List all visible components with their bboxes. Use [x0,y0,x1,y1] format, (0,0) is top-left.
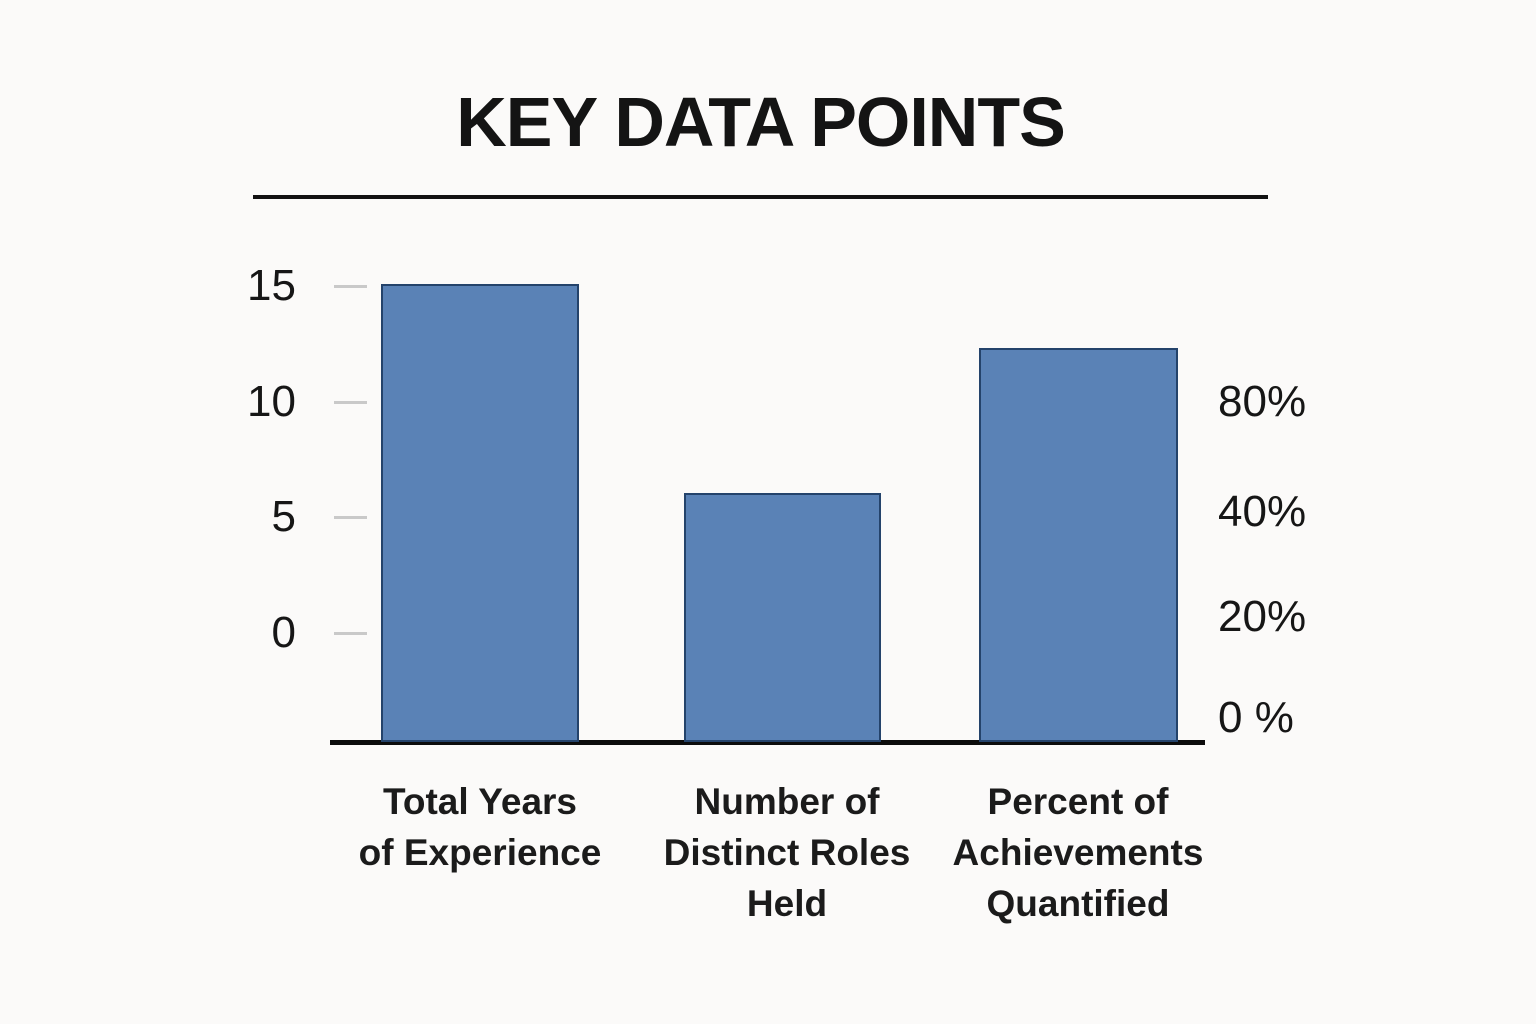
chart-title: KEY DATA POINTS [456,83,1066,161]
title-underline-rule [253,195,1268,199]
bar-total-years-of-experience [381,284,579,742]
right-axis-tick-label: 80% [1218,377,1307,426]
left-axis-tick-label: 5 [271,492,296,541]
bar-percent-of-achievements-quantified [979,348,1178,742]
left-axis-tick-mark [334,401,367,404]
x-axis-line [330,740,1205,745]
right-axis-tick-label: 20% [1218,592,1307,641]
left-axis-tick-label: 15 [247,261,296,310]
left-axis-tick-mark [334,632,367,635]
x-axis-label-percent-of-achievements-quantified: Percent of Achievements Quantified [952,781,1204,924]
right-axis-tick-label: 40% [1218,487,1307,536]
x-axis-label-total-years-of-experience: Total Years of Experience [358,781,602,873]
left-axis-tick-mark [334,285,367,288]
left-axis-tick-mark [334,516,367,519]
x-axis-label-number-of-distinct-roles-held: Number of Distinct Roles Held [663,781,911,924]
bar-number-of-distinct-roles-held [684,493,881,742]
left-axis-tick-label: 0 [271,608,296,657]
right-axis-tick-label: 0 % [1218,693,1294,742]
left-axis-tick-label: 10 [247,377,296,426]
